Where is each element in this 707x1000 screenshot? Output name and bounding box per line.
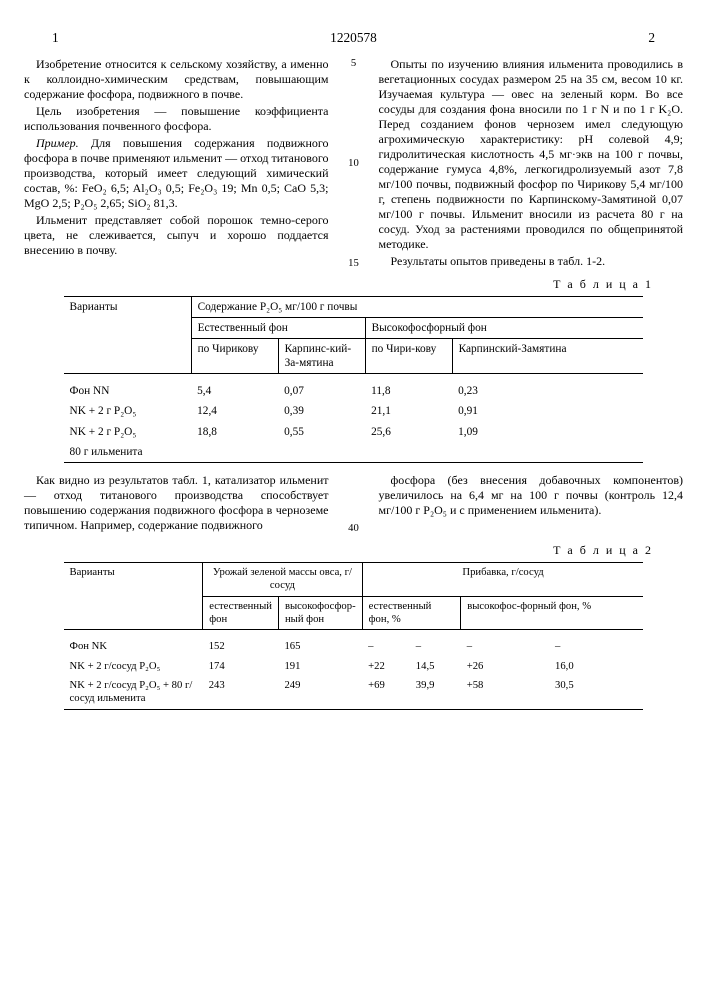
mid-right: фосфора (без внесения добавочных компоне… — [379, 473, 684, 535]
th-g1: Урожай зеленой массы овса, г/сосуд — [203, 562, 362, 596]
page-num-left: 1 — [52, 30, 59, 47]
intro-columns: Изобретение относится к сельскому хозяйс… — [24, 57, 683, 271]
th: естественный фон — [203, 596, 279, 630]
table-row: NK + 2 г P₂O₅ 12,4 0,39 21,1 0,91 — [64, 401, 644, 421]
table-row: Фон NN 5,4 0,07 11,8 0,23 — [64, 374, 644, 402]
table2-caption: Т а б л и ц а 2 — [24, 543, 653, 558]
para: Цель изобретения — повышение коэффициент… — [24, 104, 329, 134]
th-sub2: Высокофосфорный фон — [365, 317, 643, 338]
table-row: NK + 2 г P₂O₅ 18,8 0,55 25,6 1,09 — [64, 422, 644, 442]
line-number-mid: 40 — [347, 473, 361, 535]
th-var: Варианты — [64, 562, 203, 629]
th: Карпинс-кий-За-мятина — [278, 338, 365, 373]
th: по Чирикову — [191, 338, 278, 373]
para: Изобретение относится к сельскому хозяйс… — [24, 57, 329, 102]
patent-number: 1220578 — [330, 30, 377, 47]
th: высокофосфор-ный фон — [278, 596, 362, 630]
th-sub1: Естественный фон — [191, 317, 365, 338]
para: Ильменит представляет собой порошок темн… — [24, 213, 329, 258]
mid-columns: Как видно из результатов табл. 1, катали… — [24, 473, 683, 535]
left-column: Изобретение относится к сельскому хозяйс… — [24, 57, 329, 271]
para: Пример. Для повышения содержания подвижн… — [24, 136, 329, 211]
table1-caption: Т а б л и ц а 1 — [24, 277, 653, 292]
th: по Чири-кову — [365, 338, 452, 373]
th-g2: Прибавка, г/сосуд — [362, 562, 643, 596]
table-row: NK + 2 г/сосуд P₂O₅ 174 191 +22 14,5 +26… — [64, 657, 644, 676]
table-2: Варианты Урожай зеленой массы овса, г/со… — [64, 562, 644, 710]
table-1: Варианты Содержание P₂O₅ мг/100 г почвы … — [64, 296, 644, 463]
table-row: 80 г ильменита — [64, 442, 644, 463]
para: Результаты опытов приведены в табл. 1-2. — [379, 254, 684, 269]
line-numbers: 5 10 15 — [347, 57, 361, 271]
page-num-right: 2 — [648, 30, 655, 47]
th-var: Варианты — [64, 296, 192, 374]
th: естественный фон, % — [362, 596, 461, 630]
table-row: NK + 2 г/сосуд P₂O₅ + 80 г/сосуд ильмени… — [64, 676, 644, 709]
th: Карпинский-Замятина — [452, 338, 643, 373]
right-column: Опыты по изучению влияния ильменита пров… — [379, 57, 684, 271]
table-row: Фон NK 152 165 – – – – — [64, 630, 644, 657]
mid-left: Как видно из результатов табл. 1, катали… — [24, 473, 329, 535]
page-header: 1 1220578 2 — [24, 30, 683, 57]
para: Опыты по изучению влияния ильменита пров… — [379, 57, 684, 252]
th-group: Содержание P₂O₅ мг/100 г почвы — [191, 296, 643, 317]
th: высокофос-форный фон, % — [461, 596, 644, 630]
